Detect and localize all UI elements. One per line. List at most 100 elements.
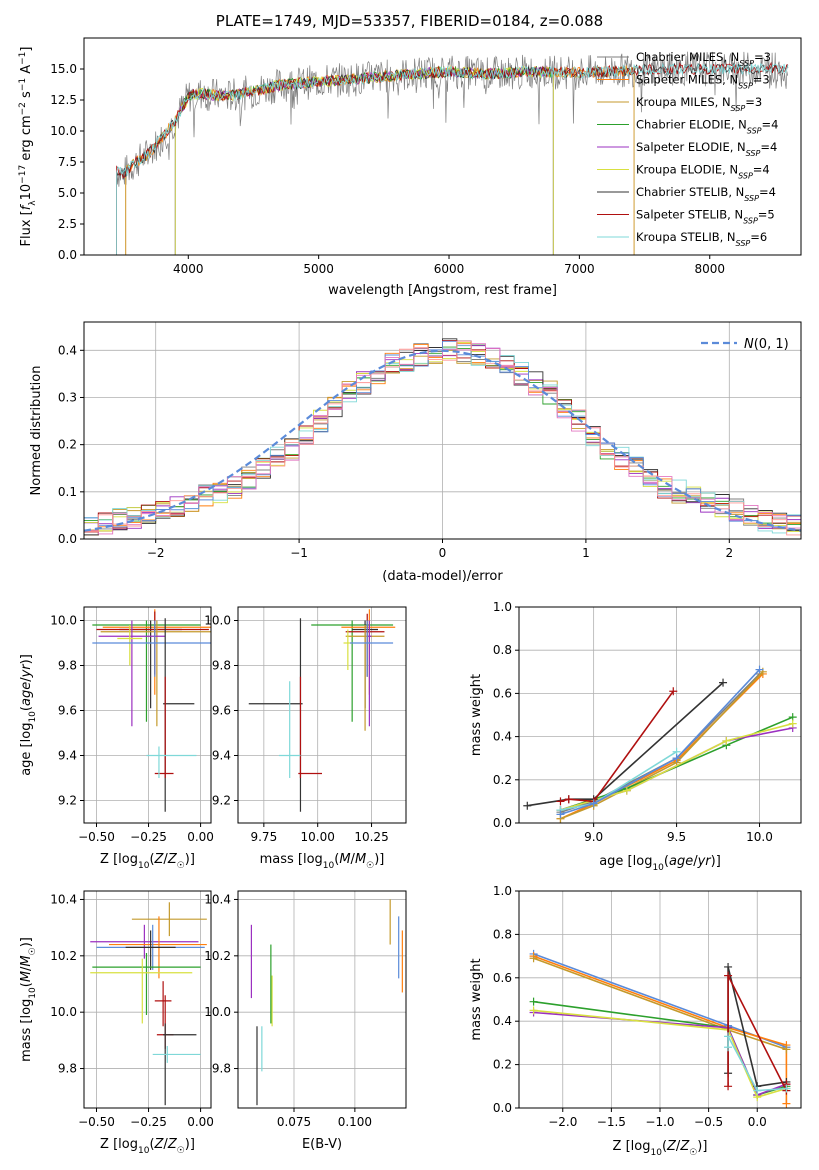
y-tick-label: 10.4 (204, 892, 231, 906)
label-part: )] (697, 1139, 707, 1154)
legend-label: Kroupa ELODIE, NSSP=4 (636, 163, 770, 181)
weight-marker (719, 678, 728, 687)
weight-line (560, 690, 674, 803)
label-part: Z [log (100, 852, 138, 867)
weight-marker (564, 795, 573, 804)
legend-label-tail: =4 (762, 118, 779, 132)
legend-label: Salpeter STELIB, NSSP=5 (636, 208, 775, 226)
label-part: yr (697, 854, 713, 869)
weight-marker (556, 810, 565, 819)
legend-label-main: Kroupa ELODIE, N (636, 163, 738, 177)
y-tick-label: 0.6 (493, 971, 512, 985)
legend-label-sub: SSP (738, 81, 753, 90)
weight-marker (529, 997, 538, 1006)
legend-label: Salpeter ELODIE, NSSP=4 (636, 140, 777, 158)
legend-label-sub: SSP (739, 59, 754, 68)
label-part: λ (28, 200, 38, 206)
x-tick-label: −2.0 (548, 1115, 577, 1129)
label-part: −1 (18, 78, 28, 91)
x-tick-label: 0.00 (187, 830, 214, 844)
x-tick-label: 9.0 (584, 830, 603, 844)
legend-label-sub: SSP (731, 104, 746, 113)
legend-label-sub: SSP (743, 216, 758, 225)
legend-label-tail: =5 (758, 208, 775, 222)
axes-frame (237, 890, 407, 1109)
y-tick-label: 9.4 (58, 749, 77, 763)
y-axis-label: age [log10(age/yr)] (19, 654, 38, 776)
label-part: M (19, 971, 34, 982)
label-part: erg cm (19, 115, 34, 164)
label-part: / (19, 966, 34, 971)
weight-marker (669, 687, 678, 696)
y-tick-label: 1.0 (493, 884, 512, 898)
y-tick-label: 0.4 (493, 1014, 512, 1028)
x-axis-label: Z [log10(Z/Z☉)] (613, 1139, 708, 1158)
label-part: −2 (18, 102, 28, 115)
legend-label: Chabrier STELIB, NSSP=4 (636, 185, 776, 203)
label-part: )] (711, 854, 721, 869)
label-part: / (19, 677, 34, 682)
label-part: Z (167, 852, 178, 867)
label-part: 10 (650, 1148, 662, 1158)
label-part: 10 (323, 861, 335, 871)
x-tick-label: 10.00 (301, 830, 335, 844)
y-axis-label: mass weight (469, 674, 484, 756)
weight-marker (788, 719, 797, 728)
chart-mass-weight-vs-Z: −2.0 −1.5 −1.0 −0.5 0.0 0.0 0.2 0.4 0.6 0.8 1.0 Z [… (469, 884, 802, 1158)
y-tick-label: 10.2 (50, 949, 77, 963)
label-part: Z (167, 1137, 178, 1152)
legend-label: Chabrier ELODIE, NSSP=4 (636, 118, 778, 136)
label-part: Z [log (100, 1137, 138, 1152)
label-part: M (339, 852, 350, 867)
chart-mass-vs-Z: −0.50 −0.25 0.009.810.010.210.4Z [log10(Z/… (19, 890, 214, 1156)
y-tick-label: 0.0 (58, 532, 77, 546)
label-part: ☉ (177, 861, 185, 871)
axes-frame (237, 606, 407, 824)
label-part: / (676, 1139, 681, 1154)
legend-label-sub: SSP (747, 126, 762, 135)
y-tick-label: 9.8 (58, 659, 77, 673)
weight-line (560, 751, 678, 811)
label-part: age [log (599, 854, 652, 869)
legend-label-main: Chabrier MILES, N (636, 50, 739, 64)
label-part: / (351, 852, 356, 867)
label-part: ☉ (177, 1146, 185, 1156)
y-tick-label: 0.4 (493, 730, 512, 744)
y-tick-label: 0.4 (58, 343, 77, 357)
weight-line (527, 682, 724, 807)
x-tick-label: −1 (290, 546, 308, 560)
weight-marker (556, 797, 565, 806)
x-axis-label: Z [log10(Z/Z☉)] (100, 852, 195, 871)
label-part: 10 (652, 863, 664, 873)
legend-label-sub: SSP (738, 171, 753, 180)
plot-area (523, 665, 797, 823)
x-tick-label: 10.0 (746, 830, 773, 844)
y-tick-label: 0.8 (493, 927, 512, 941)
label-part: ☉ (28, 947, 38, 955)
weight-marker (529, 954, 538, 963)
x-tick-label: −0.5 (694, 1115, 723, 1129)
weight-marker (589, 799, 598, 808)
legend-label-main: Chabrier STELIB, N (636, 185, 744, 199)
y-axis-label: mass [log10(M/M☉)] (19, 937, 38, 1062)
label-part: / (693, 854, 698, 869)
x-tick-label: −0.25 (130, 830, 167, 844)
label-part: 10 (138, 861, 150, 871)
y-tick-label: 0.6 (493, 686, 512, 700)
label-part: 10 (19, 184, 34, 201)
weight-marker (782, 1084, 791, 1093)
plot-area (90, 902, 207, 1106)
y-tick-label: 0.0 (493, 1101, 512, 1115)
label-part: age [log (19, 723, 34, 776)
label-part: mass [log (260, 852, 323, 867)
axes-frame (518, 606, 802, 824)
y-tick-label: 9.6 (58, 704, 77, 718)
plot-area (248, 609, 396, 812)
label-part: yr (19, 663, 34, 679)
x-tick-label: 7000 (564, 262, 595, 276)
y-tick-label: 0.0 (493, 816, 512, 830)
label-part: ] (19, 47, 34, 52)
legend-label-tail: =4 (759, 185, 776, 199)
x-axis-label: mass [log10(M/M☉)] (260, 852, 385, 871)
x-tick-label: −0.50 (78, 1115, 115, 1129)
